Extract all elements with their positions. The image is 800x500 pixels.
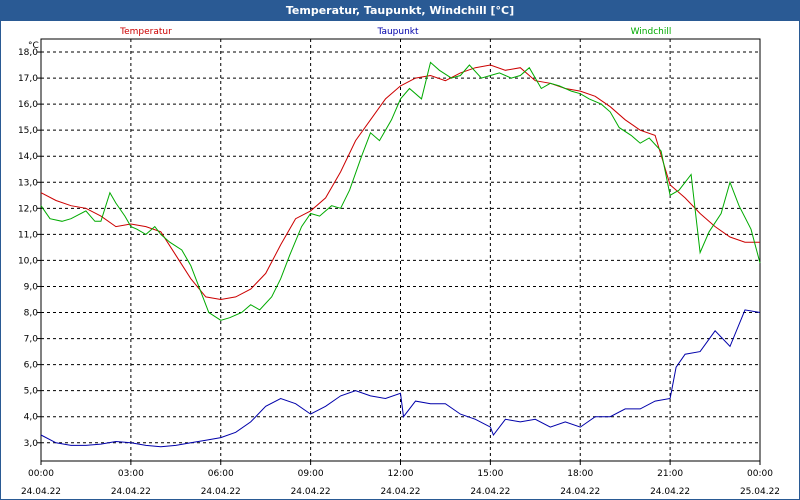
x-tick-time-label: 06:00 — [208, 469, 234, 479]
x-tick-date-label: 24.04.22 — [111, 487, 151, 497]
series-line-temperatur — [40, 64, 760, 301]
y-tick-label: 14,0 — [18, 152, 38, 162]
legend: Temperatur Taupunkt Windchill — [119, 27, 671, 37]
x-tick-date-label: 24.04.22 — [470, 487, 510, 497]
y-tick-label: 6,0 — [24, 361, 39, 371]
series-lines — [40, 61, 761, 448]
y-tick-label: 12,0 — [18, 204, 38, 214]
x-tick-time-label: 00:00 — [747, 469, 773, 479]
plot-frame — [40, 38, 761, 462]
x-tick-date-label: 24.04.22 — [291, 487, 331, 497]
y-tick-label: 4,0 — [24, 413, 39, 423]
y-tick-label: 3,0 — [24, 439, 39, 449]
legend-entry-taupunkt: Taupunkt — [376, 27, 419, 37]
x-tick-time-label: 03:00 — [118, 469, 144, 479]
x-tick-time-label: 15:00 — [477, 469, 503, 479]
y-tick-label: 16,0 — [18, 100, 38, 110]
y-axis-tick-labels: 3,0 4,0 5,0 6,0 7,0 8,0 9,0 10,0 11,0 12,0 13,0 14,… — [18, 48, 38, 449]
x-tick-time-label: 09:00 — [298, 469, 324, 479]
x-tick-date-label: 24.04.22 — [201, 487, 241, 497]
window-title: Temperatur, Taupunkt, Windchill [°C] — [1, 1, 799, 21]
x-tick-date-label: 24.04.22 — [380, 487, 420, 497]
x-tick-time-label: 21:00 — [657, 469, 683, 479]
x-axis-tick-labels: 00:00 24.04.22 03:00 24.04.22 06:00 24.04.22 0… — [21, 469, 780, 497]
x-tick-date-label: 25.04.22 — [740, 487, 780, 497]
series-line-taupunkt — [40, 309, 761, 448]
y-tick-label: 10,0 — [18, 256, 38, 266]
y-tick-label: 5,0 — [24, 387, 39, 397]
y-tick-label: 13,0 — [18, 178, 38, 188]
y-axis-unit-label: °C — [28, 41, 39, 51]
x-tick-date-label: 24.04.22 — [21, 487, 61, 497]
x-tick-date-label: 24.04.22 — [650, 487, 690, 497]
x-tick-time-label: 18:00 — [567, 469, 593, 479]
y-tick-label: 8,0 — [24, 309, 39, 319]
series-line-windchill — [40, 61, 761, 321]
y-tick-label: 9,0 — [24, 282, 39, 292]
y-tick-label: 11,0 — [18, 230, 38, 240]
y-tick-label: 17,0 — [18, 74, 38, 84]
y-tick-label: 15,0 — [18, 126, 38, 136]
x-tick-time-label: 00:00 — [28, 469, 54, 479]
grid — [37, 39, 761, 465]
legend-entry-windchill: Windchill — [631, 27, 672, 37]
y-tick-label: 7,0 — [24, 335, 39, 345]
y-tick-label: 18,0 — [18, 48, 38, 58]
x-tick-time-label: 12:00 — [388, 469, 414, 479]
legend-entry-temperatur: Temperatur — [119, 27, 172, 37]
x-tick-date-label: 24.04.22 — [560, 487, 600, 497]
chart-canvas: °C 3,0 4,0 5,0 6,0 7,0 8,0 9,0 10,0 11,0 12,0 13,0… — [18, 27, 780, 497]
